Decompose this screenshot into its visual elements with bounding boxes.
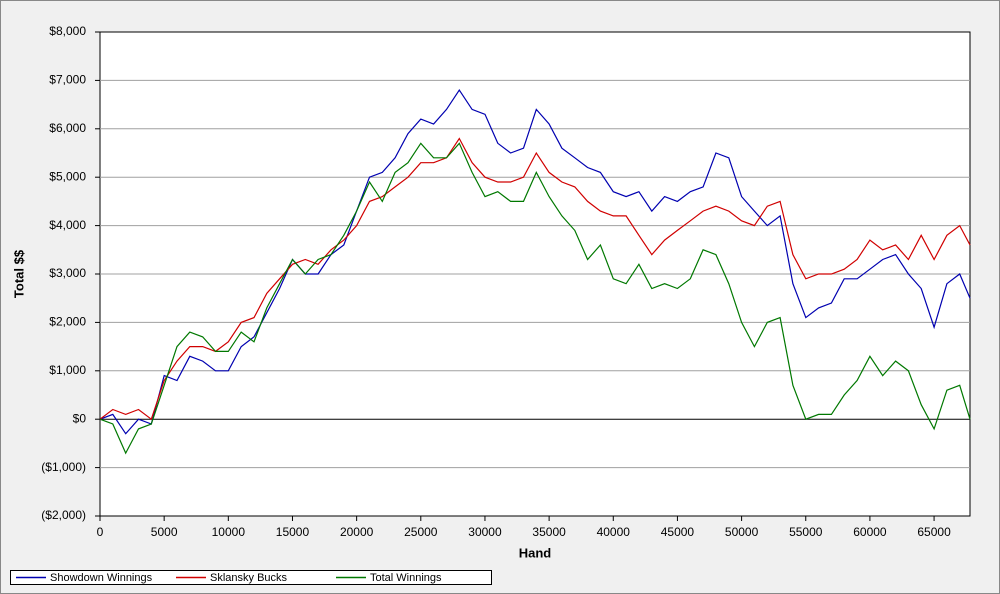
y-tick-label: $1,000	[49, 363, 86, 377]
y-tick-label: $6,000	[49, 121, 86, 135]
series-line	[99, 142, 971, 455]
legend-label: Total Winnings	[370, 572, 442, 584]
x-tick-label: 20000	[340, 525, 374, 539]
legend	[10, 570, 492, 585]
x-tick-label: 55000	[789, 525, 823, 539]
x-tick-label: 35000	[532, 525, 566, 539]
x-tick-label: 40000	[597, 525, 631, 539]
y-tick-label: $8,000	[49, 24, 86, 38]
x-tick-label: 0	[97, 525, 104, 539]
legend-label: Showdown Winnings	[50, 572, 153, 584]
y-tick-label: ($2,000)	[41, 508, 86, 522]
y-tick-label: $2,000	[49, 315, 86, 329]
y-tick-label: ($1,000)	[41, 460, 86, 474]
legend-label: Sklansky Bucks	[210, 572, 288, 584]
series-line	[99, 137, 971, 421]
x-tick-label: 25000	[404, 525, 438, 539]
x-tick-label: 45000	[661, 525, 695, 539]
x-tick-label: 65000	[917, 525, 951, 539]
x-tick-label: 15000	[276, 525, 310, 539]
lines	[99, 89, 971, 455]
y-axis-title: Total $$	[11, 249, 26, 298]
y-tick-label: $0	[73, 411, 87, 425]
x-axis-title: Hand	[519, 545, 552, 560]
series-line	[99, 89, 971, 435]
y-tick-label: $7,000	[49, 73, 86, 87]
x-tick-label: 5000	[151, 525, 178, 539]
x-tick-label: 50000	[725, 525, 759, 539]
x-tick-label: 60000	[853, 525, 887, 539]
x-tick-label: 30000	[468, 525, 502, 539]
x-tick-label: 10000	[212, 525, 246, 539]
y-tick-label: $5,000	[49, 169, 86, 183]
y-tick-label: $3,000	[49, 266, 86, 280]
y-tick-label: $4,000	[49, 218, 86, 232]
